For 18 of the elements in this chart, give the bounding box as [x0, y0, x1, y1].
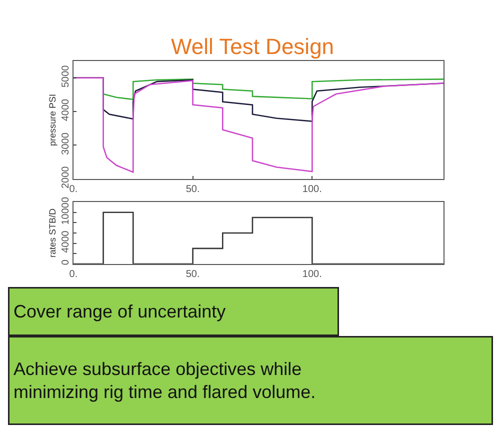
- y-axis-title: pressure PSI: [48, 94, 58, 146]
- line-series: [73, 77, 444, 173]
- y-tick-label: 10000: [60, 196, 72, 225]
- y-tick-label: 0: [60, 259, 72, 266]
- y-tick-label: 3000: [60, 132, 72, 155]
- x-tick-label: 50.: [186, 268, 200, 280]
- y-tick-label: 5000: [60, 64, 72, 88]
- y-tick-label: 4000: [60, 98, 72, 122]
- x-tick-label: 100.: [302, 268, 322, 280]
- x-tick-label: 0.: [69, 184, 78, 195]
- x-tick-label: 100.: [302, 184, 322, 195]
- x-tick-label: 50.: [186, 184, 200, 195]
- chart-title: Well Test Design: [171, 34, 334, 59]
- y-tick-label: 4000: [60, 230, 72, 253]
- x-tick-label: 0.: [69, 268, 78, 280]
- text: Achieve subsurface objectives while minimizing rig time and flared volume.: [14, 358, 316, 402]
- text: Cover range of uncertainty: [14, 302, 226, 322]
- y-axis-title: rates STB/D: [48, 208, 58, 258]
